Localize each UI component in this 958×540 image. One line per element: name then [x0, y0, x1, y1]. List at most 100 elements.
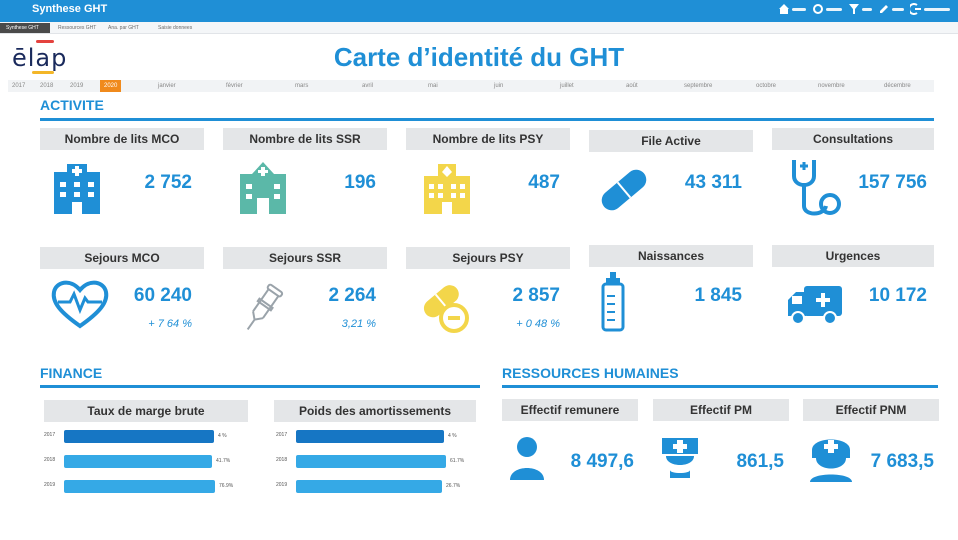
- finance-bar-value: 41.7%: [216, 458, 231, 464]
- hospital-psy-icon: [424, 164, 470, 214]
- finance-bar[interactable]: [296, 430, 444, 443]
- tab-synthese[interactable]: Synthese GHT: [0, 23, 50, 33]
- timeline-year[interactable]: 2019: [70, 83, 84, 89]
- card-label-lits-mco: Nombre de lits MCO: [40, 128, 204, 150]
- tab-saisie[interactable]: Saisie donnees: [158, 25, 193, 31]
- refresh-button[interactable]: [812, 3, 842, 15]
- kpi-value: 60 240: [133, 285, 192, 306]
- finance-bar-year: 2019: [276, 482, 288, 488]
- timeline-month[interactable]: mars: [295, 83, 309, 89]
- top-actions: [778, 3, 950, 15]
- finance-bar-row: 2017 4 %: [44, 430, 250, 444]
- card-label-file-active: File Active: [589, 130, 753, 152]
- tab-analyse[interactable]: Ana. par GHT: [108, 25, 139, 31]
- finance-bar-row: 2017 4 %: [276, 430, 482, 444]
- card-label-sejours-psy: Sejours PSY: [406, 247, 570, 269]
- timeline-month[interactable]: février: [226, 83, 243, 89]
- person-icon: [510, 437, 544, 480]
- section-divider: [40, 118, 934, 121]
- timeline-slicer: 2017 2018 2019 2020 janvier février mars…: [8, 80, 934, 92]
- kpi-value: 861,5: [736, 451, 784, 472]
- kpi-change: 3,21 %: [341, 318, 376, 330]
- kpi-value: 43 311: [684, 172, 742, 193]
- page-title: Carte d’identité du GHT: [333, 42, 625, 72]
- finance-bar-chart-amortissements: 2017 4 % 2018 61.7% 2019 26.7%: [276, 430, 482, 500]
- app-title: Synthese GHT: [32, 3, 108, 15]
- kpi-value: 7 683,5: [870, 451, 934, 472]
- logo-text: ēlap: [12, 44, 68, 72]
- crutch-icon: [246, 283, 284, 331]
- timeline-month[interactable]: janvier: [158, 83, 176, 89]
- doctor-icon: [662, 438, 698, 478]
- finance-bar[interactable]: [64, 480, 215, 493]
- logout-button[interactable]: [910, 3, 950, 15]
- edit-button[interactable]: [878, 3, 904, 15]
- filter-button[interactable]: [848, 3, 872, 15]
- finance-bar-year: 2017: [276, 432, 288, 438]
- card-label-consultations: Consultations: [772, 128, 934, 150]
- timeline-month[interactable]: avril: [362, 83, 374, 89]
- timeline-month[interactable]: décembre: [884, 83, 911, 89]
- timeline-year[interactable]: 2018: [40, 83, 54, 89]
- logo-accent-top: [36, 40, 54, 43]
- kpi-value: 157 756: [858, 172, 927, 193]
- timeline-year[interactable]: 2017: [12, 83, 26, 89]
- finance-bar-row: 2018 61.7%: [276, 455, 482, 469]
- finance-bar-row: 2019 26.7%: [276, 480, 482, 494]
- home-button[interactable]: [778, 3, 806, 15]
- section-divider: [40, 385, 480, 388]
- ambulance-icon: [788, 286, 842, 325]
- nurse-icon: [810, 439, 852, 482]
- section-divider: [502, 385, 938, 388]
- edit-icon: [880, 5, 888, 13]
- card-label-effectif-pnm: Effectif PNM: [803, 399, 939, 421]
- chart-label-poids-amortissements: Poids des amortissements: [274, 400, 476, 422]
- card-label-effectif-pm: Effectif PM: [653, 399, 789, 421]
- tab-ressources[interactable]: Ressources GHT: [58, 25, 97, 31]
- logo: ēlap: [12, 40, 72, 76]
- finance-bar-value: 4 %: [218, 433, 227, 439]
- refresh-icon: [813, 4, 823, 14]
- kpi-value: 10 172: [868, 285, 927, 306]
- timeline-month[interactable]: mai: [428, 83, 438, 89]
- kpi-value: 2 752: [144, 172, 192, 193]
- home-icon: [779, 4, 789, 14]
- timeline-month[interactable]: septembre: [684, 83, 713, 89]
- timeline-month[interactable]: juin: [494, 83, 504, 89]
- chart-label-taux-marge: Taux de marge brute: [44, 400, 248, 422]
- finance-bar[interactable]: [296, 480, 442, 493]
- finance-bar-value: 4 %: [448, 433, 457, 439]
- timeline-month[interactable]: août: [626, 83, 638, 89]
- finance-bar-year: 2019: [44, 482, 56, 488]
- timeline-month[interactable]: octobre: [756, 83, 777, 89]
- section-title-finance: FINANCE: [40, 365, 103, 381]
- finance-bar-value: 76.9%: [219, 483, 234, 489]
- finance-bar-row: 2018 41.7%: [44, 455, 250, 469]
- hospital-ssr-icon: [240, 162, 286, 214]
- timeline-year-active[interactable]: 2020: [100, 80, 122, 92]
- kpi-value: 2 264: [328, 285, 376, 306]
- card-label-lits-ssr: Nombre de lits SSR: [223, 128, 387, 150]
- finance-bar-value: 26.7%: [446, 483, 461, 489]
- pills-icon: [423, 285, 469, 333]
- filter-icon: [849, 4, 859, 14]
- timeline-month[interactable]: juillet: [560, 83, 574, 89]
- kpi-value: 196: [344, 172, 376, 193]
- section-title-rh: RESSOURCES HUMAINES: [502, 365, 679, 381]
- finance-bar[interactable]: [64, 455, 212, 468]
- finance-bar-year: 2017: [44, 432, 56, 438]
- finance-bar-value: 61.7%: [450, 458, 465, 464]
- timeline-month[interactable]: novembre: [818, 83, 845, 89]
- finance-bar-year: 2018: [276, 457, 288, 463]
- card-label-sejours-ssr: Sejours SSR: [223, 247, 387, 269]
- finance-bar[interactable]: [296, 455, 446, 468]
- pill-icon: [601, 169, 647, 211]
- card-label-sejours-mco: Sejours MCO: [40, 247, 204, 269]
- finance-bar-year: 2018: [44, 457, 56, 463]
- section-title-activite: ACTIVITE: [40, 97, 104, 113]
- kpi-value: 8 497,6: [570, 451, 634, 472]
- finance-bar[interactable]: [64, 430, 214, 443]
- kpi-value: 487: [528, 172, 560, 193]
- card-label-urgences: Urgences: [772, 245, 934, 267]
- kpi-value: 1 845: [694, 285, 742, 306]
